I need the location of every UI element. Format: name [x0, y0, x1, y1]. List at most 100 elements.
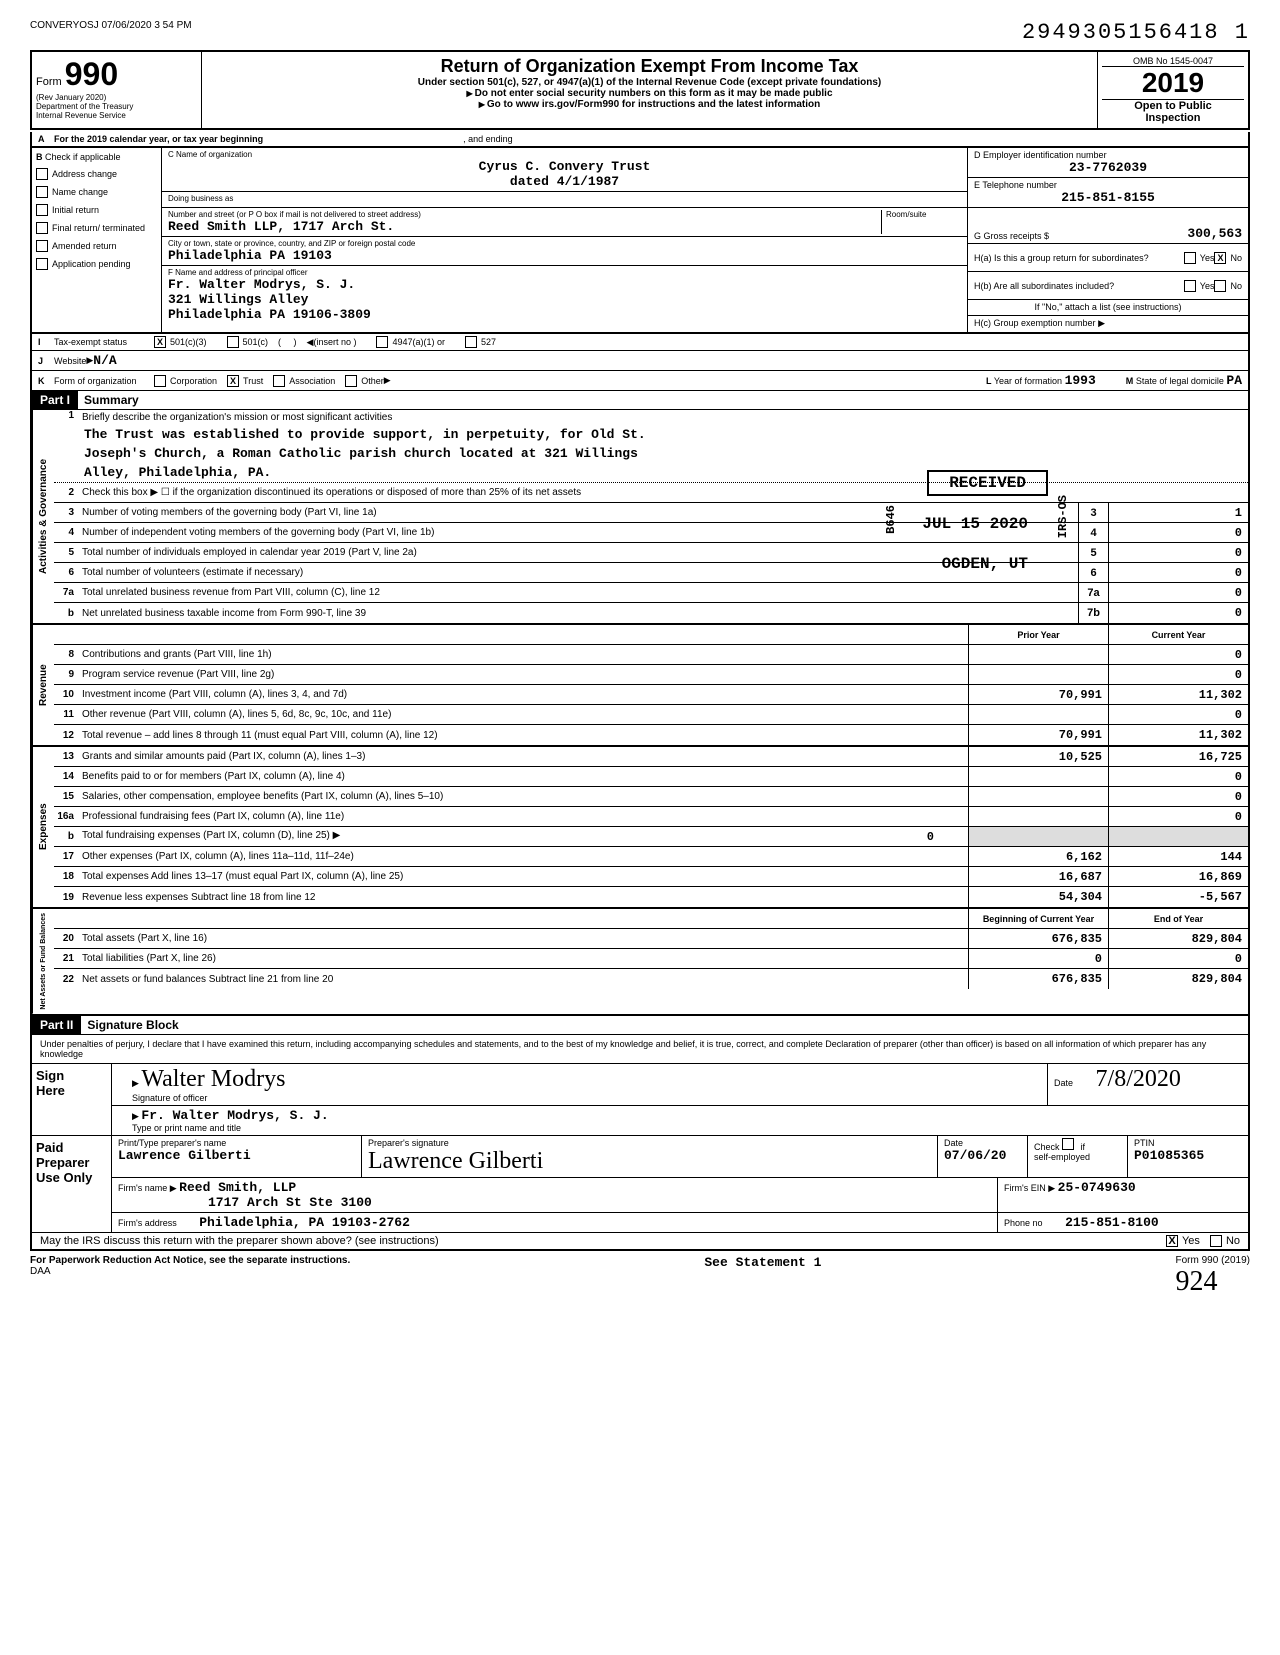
initial-return-label: Initial return: [52, 205, 99, 215]
state-domicile: PA: [1226, 373, 1242, 388]
self-employed-checkbox[interactable]: [1062, 1138, 1074, 1150]
preparer-date: 07/06/20: [944, 1148, 1006, 1163]
city: Philadelphia PA 19103: [168, 248, 961, 263]
v9p: [968, 665, 1108, 684]
officer-label: F Name and address of principal officer: [168, 268, 961, 277]
h-note: If "No," attach a list (see instructions…: [968, 300, 1248, 316]
addr-change-label: Address change: [52, 169, 117, 179]
addr-change-checkbox[interactable]: [36, 168, 48, 180]
stamp-ogden: OGDEN, UT: [942, 555, 1028, 573]
hb-no-checkbox[interactable]: [1214, 280, 1226, 292]
501c3-checkbox[interactable]: X: [154, 336, 166, 348]
sign-label: Sign: [36, 1068, 64, 1083]
l20: Total assets (Part X, line 16): [78, 931, 968, 946]
vert-netassets: Net Assets or Fund Balances: [32, 909, 54, 1014]
v11c: 0: [1108, 705, 1248, 724]
form-word: Form: [36, 76, 62, 88]
sigoff-label: Signature of officer: [132, 1093, 207, 1103]
v12p: 70,991: [968, 725, 1108, 745]
discuss-yes-checkbox[interactable]: X: [1166, 1235, 1178, 1247]
other-checkbox[interactable]: [345, 375, 357, 387]
firm-addr-label: Firm's address: [118, 1218, 177, 1228]
4947-checkbox[interactable]: [376, 336, 388, 348]
omb-number: OMB No 1545-0047: [1102, 56, 1244, 67]
hc-label: H(c) Group exemption number: [974, 318, 1096, 328]
cy-head: Current Year: [1108, 625, 1248, 644]
corp-checkbox[interactable]: [154, 375, 166, 387]
ein-label: D Employer identification number: [974, 150, 1242, 160]
name-change-checkbox[interactable]: [36, 186, 48, 198]
v10p: 70,991: [968, 685, 1108, 704]
firm-label: Firm's name: [118, 1183, 167, 1193]
v16bp: [968, 827, 1108, 846]
v8p: [968, 645, 1108, 664]
527-checkbox[interactable]: [465, 336, 477, 348]
hb-no: No: [1230, 281, 1242, 291]
v10c: 11,302: [1108, 685, 1248, 704]
v18p: 16,687: [968, 867, 1108, 886]
l19: Revenue less expenses Subtract line 18 f…: [78, 890, 968, 905]
v20p: 676,835: [968, 929, 1108, 948]
final-return-checkbox[interactable]: [36, 222, 48, 234]
gross-receipts: 300,563: [1187, 226, 1242, 241]
telephone: 215-851-8155: [974, 190, 1242, 205]
stamp-date: JUL 15 2020: [922, 515, 1028, 533]
501c-checkbox[interactable]: [227, 336, 239, 348]
ha-no-checkbox[interactable]: X: [1214, 252, 1226, 264]
firm-ein-label: Firm's EIN: [1004, 1183, 1046, 1193]
officer-city: Philadelphia PA 19106-3809: [168, 307, 961, 322]
dba-label: Doing business as: [168, 194, 961, 203]
v13p: 10,525: [968, 747, 1108, 766]
preparer-name: Lawrence Gilberti: [118, 1148, 251, 1163]
vert-expenses: Expenses: [32, 747, 54, 907]
box7b: 7b: [1078, 603, 1108, 623]
stamp-b646: B646: [884, 505, 898, 534]
v16bc: [1108, 827, 1248, 846]
officer-typed: Fr. Walter Modrys, S. J.: [141, 1108, 328, 1123]
room-label: Room/suite: [886, 210, 961, 219]
tel-label: E Telephone number: [974, 180, 1242, 190]
l18: Total expenses Add lines 13–17 (must equ…: [78, 869, 968, 884]
officer-signature: Walter Modrys: [141, 1066, 285, 1092]
paid-label: Paid: [36, 1140, 63, 1155]
ha-no: No: [1230, 253, 1242, 263]
officer-addr: 321 Willings Alley: [168, 292, 961, 307]
v9c: 0: [1108, 665, 1248, 684]
j-label: Website: [54, 356, 86, 366]
l22: Net assets or fund balances Subtract lin…: [78, 972, 968, 987]
initial-return-checkbox[interactable]: [36, 204, 48, 216]
l5: Total number of individuals employed in …: [78, 545, 1078, 560]
ptin: P01085365: [1134, 1148, 1204, 1163]
inspection: Inspection: [1102, 112, 1244, 124]
officer-name: Fr. Walter Modrys, S. J.: [168, 277, 961, 292]
firm-phone: 215-851-8100: [1065, 1215, 1159, 1230]
v17p: 6,162: [968, 847, 1108, 866]
assoc-checkbox[interactable]: [273, 375, 285, 387]
trust-checkbox[interactable]: X: [227, 375, 239, 387]
pdate-label: Date: [944, 1138, 963, 1148]
self-label: self-employed: [1034, 1152, 1090, 1162]
discuss-no-checkbox[interactable]: [1210, 1235, 1222, 1247]
m-label: State of legal domicile: [1136, 376, 1224, 386]
discuss-no: No: [1226, 1235, 1240, 1247]
mission-1: The Trust was established to provide sup…: [54, 425, 676, 444]
ha-yes: Yes: [1200, 253, 1215, 263]
ptin-label: PTIN: [1134, 1138, 1155, 1148]
bcy-head: Beginning of Current Year: [968, 909, 1108, 928]
sig-declaration: Under penalties of perjury, I declare th…: [32, 1035, 1248, 1064]
part1-head: Part I: [32, 391, 78, 409]
org-name: Cyrus C. Convery Trust: [479, 159, 651, 174]
corp-label: Corporation: [170, 376, 217, 386]
form-header: Form 990 (Rev January 2020) Department o…: [30, 50, 1250, 130]
amended-return-checkbox[interactable]: [36, 240, 48, 252]
col-d: D Employer identification number 23-7762…: [968, 148, 1248, 332]
app-pending-checkbox[interactable]: [36, 258, 48, 270]
v16c: 0: [1108, 807, 1248, 826]
l12: Total revenue – add lines 8 through 11 (…: [78, 728, 968, 743]
amended-return-label: Amended return: [52, 241, 117, 251]
other-label: Other: [361, 376, 384, 386]
footer-left: For Paperwork Reduction Act Notice, see …: [30, 1255, 350, 1266]
ha-yes-checkbox[interactable]: [1184, 252, 1196, 264]
box5: 5: [1078, 543, 1108, 562]
hb-yes-checkbox[interactable]: [1184, 280, 1196, 292]
